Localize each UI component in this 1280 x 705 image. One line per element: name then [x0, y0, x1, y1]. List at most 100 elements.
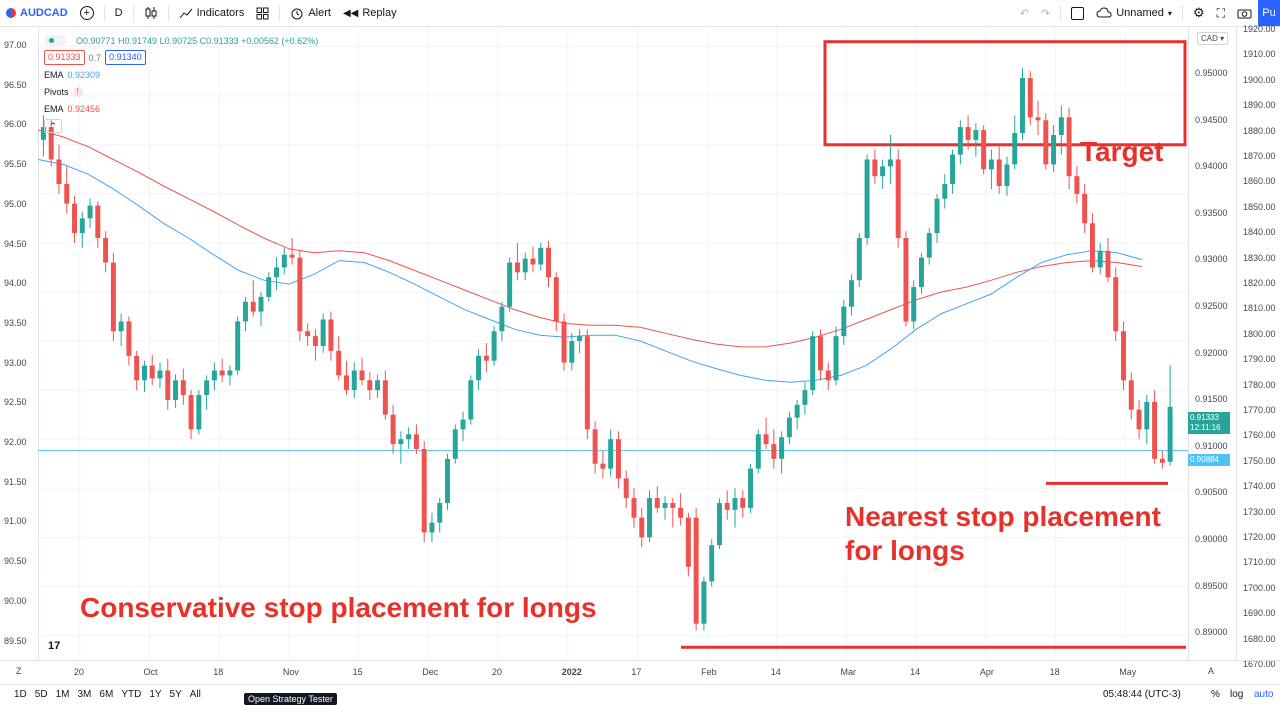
- chart-type-button[interactable]: [138, 0, 164, 26]
- candle-body: [491, 331, 497, 361]
- clock[interactable]: 05:48:44 (UTC-3): [1103, 689, 1181, 700]
- candle-body: [250, 301, 256, 312]
- interval-button[interactable]: D: [109, 0, 129, 26]
- candle-body: [134, 355, 140, 381]
- axis-corner-right[interactable]: A: [1208, 666, 1215, 676]
- time-axis[interactable]: Z A 20 Oct 18 Nov 15 Dec 20 2022 17 Feb 14 Mar 14 Apr…: [0, 660, 1280, 685]
- settings-button[interactable]: ⚙: [1187, 0, 1211, 26]
- timeframe-button[interactable]: 1Y: [149, 689, 162, 700]
- candle-body: [670, 502, 676, 508]
- timeframe-buttons: 1D 5D 1M 3M 6M YTD 1Y 5Y All: [14, 689, 209, 700]
- fullscreen-button[interactable]: ⛶: [1211, 0, 1231, 26]
- candle-body: [242, 301, 248, 322]
- publish-button[interactable]: Pu: [1258, 0, 1280, 26]
- candles-icon: [145, 7, 157, 19]
- pivots-row[interactable]: Pivots !: [44, 83, 318, 100]
- candle-body: [1089, 223, 1095, 268]
- candle-body: [973, 130, 979, 140]
- candle-body: [1128, 380, 1134, 410]
- percent-toggle[interactable]: %: [1211, 689, 1220, 700]
- alarm-clock-icon: [291, 8, 303, 20]
- ohlc-values: O0.90771 H0.91749 L0.90725 C0.91333 +0.0…: [76, 35, 319, 46]
- candle-body: [188, 395, 194, 430]
- secondary-axis-label: 1840.00: [1243, 227, 1276, 238]
- time-axis-label: Nov: [282, 667, 299, 677]
- undo-button[interactable]: ↶: [1014, 0, 1035, 26]
- snapshot-button[interactable]: [1231, 0, 1258, 26]
- time-axis-label: 20: [73, 667, 84, 677]
- candle-body: [678, 507, 684, 518]
- buy-price-button[interactable]: 0.91340: [105, 50, 146, 65]
- left-axis-label: 94.00: [4, 278, 27, 289]
- target-annotation: Target: [1080, 136, 1164, 167]
- candle-body: [608, 439, 614, 469]
- candle-body: [406, 434, 412, 440]
- auto-toggle[interactable]: auto: [1254, 689, 1274, 700]
- axis-corner-left[interactable]: Z: [16, 666, 22, 676]
- left-axis-label: 95.50: [4, 159, 27, 170]
- fullscreen-box-button[interactable]: [1065, 0, 1090, 26]
- ema-fast-row[interactable]: EMA 0.92309: [44, 66, 318, 83]
- symbol-name: AUDCAD: [20, 7, 68, 19]
- collapse-legend-button[interactable]: ⌃: [44, 118, 62, 133]
- collapse-row: ⌃: [44, 117, 318, 134]
- secondary-price-axis[interactable]: 1920.00 1910.00 1900.00 1890.00 1880.00 1870.…: [1236, 24, 1280, 669]
- timeframe-button[interactable]: 5Y: [169, 689, 182, 700]
- timeframe-button[interactable]: 5D: [34, 689, 48, 700]
- left-axis-label: 92.00: [4, 437, 27, 447]
- price-axis-label: 0.90000: [1195, 534, 1228, 544]
- indicators-button[interactable]: Indicators: [173, 0, 251, 26]
- candle-body: [1012, 132, 1018, 165]
- secondary-axis-label: 1890.00: [1243, 100, 1276, 111]
- strategy-tester-tab[interactable]: Open Strategy Tester: [244, 693, 337, 705]
- alert-button[interactable]: Alert: [284, 0, 337, 26]
- candle-body: [546, 247, 551, 278]
- time-axis-label: 18: [213, 667, 224, 677]
- timeframe-button[interactable]: All: [189, 689, 201, 700]
- candle-body: [204, 380, 210, 396]
- toolbar-divider: [167, 5, 169, 21]
- candle-body: [685, 517, 691, 567]
- candle-body: [343, 375, 349, 391]
- candle-body: [375, 380, 381, 391]
- left-price-axis[interactable]: 97.00 96.50 96.00 95.50 95.00 94.50 94.00 93.50…: [0, 27, 39, 660]
- replay-button[interactable]: ◀◀ Replay: [337, 0, 403, 26]
- timeframe-button[interactable]: 1D: [14, 689, 27, 700]
- tradingview-logo[interactable]: 17: [48, 640, 61, 652]
- sell-price-button[interactable]: 0.91333: [44, 50, 85, 65]
- toolbar-divider: [279, 5, 281, 21]
- symbol-search[interactable]: AUDCAD: [0, 0, 74, 26]
- candle-body: [1144, 401, 1150, 430]
- price-chart[interactable]: [38, 27, 1188, 660]
- candle-body: [476, 355, 482, 381]
- layouts-button[interactable]: [250, 0, 275, 26]
- target-zone-box: [823, 40, 1187, 147]
- left-axis-label: 95.00: [4, 198, 27, 209]
- horizontal-line-tag: 0.90884: [1188, 454, 1230, 466]
- secondary-axis-label: 1880.00: [1243, 125, 1276, 136]
- toolbar-divider: [1060, 5, 1062, 21]
- layout-name: Unnamed: [1116, 7, 1164, 19]
- layout-menu[interactable]: Unnamed ▾: [1090, 0, 1178, 26]
- log-toggle[interactable]: log: [1230, 689, 1244, 700]
- candle-body: [227, 370, 233, 376]
- candle-body: [856, 238, 862, 281]
- candle-body: [460, 419, 466, 430]
- currency-selector[interactable]: CAD ▾: [1197, 32, 1229, 45]
- redo-button[interactable]: ↷: [1035, 0, 1056, 26]
- right-price-axis[interactable]: 0.95000 0.94500 0.94000 0.93500 0.93000 0.925…: [1188, 27, 1237, 660]
- candle-body: [211, 370, 217, 381]
- candle-body: [64, 184, 70, 204]
- candle-body: [592, 429, 598, 464]
- candle-body: [981, 130, 987, 170]
- ema-slow-label: EMA: [44, 103, 64, 114]
- timeframe-button[interactable]: 6M: [99, 689, 114, 700]
- legend-toggle[interactable]: [44, 35, 66, 46]
- timeframe-button[interactable]: YTD: [121, 689, 142, 700]
- candle-body: [1167, 406, 1173, 462]
- timeframe-button[interactable]: 1M: [55, 689, 70, 700]
- ema-slow-row[interactable]: EMA 0.92456: [44, 100, 318, 117]
- timeframe-button[interactable]: 3M: [77, 689, 92, 700]
- last-price-tag: 0.91333 12:11:16: [1188, 412, 1230, 434]
- compare-button[interactable]: +: [74, 0, 100, 26]
